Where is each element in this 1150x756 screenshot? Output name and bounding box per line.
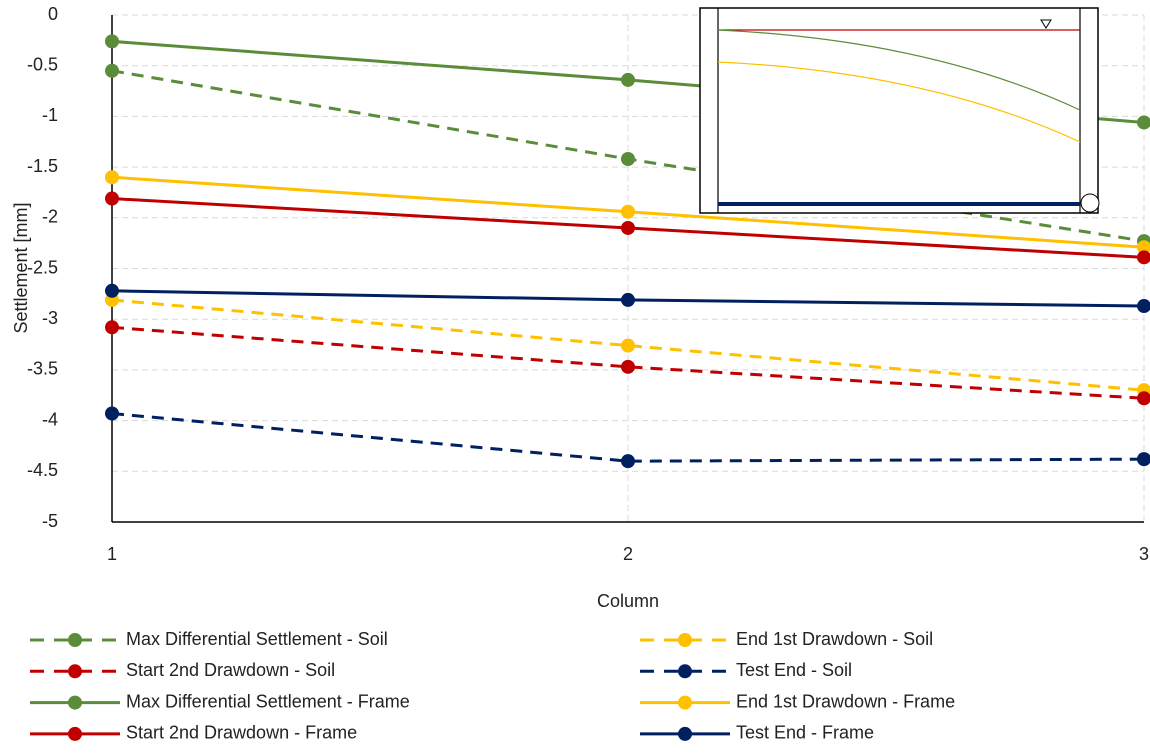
legend-marker xyxy=(68,633,82,647)
data-point xyxy=(1137,391,1150,406)
legend-marker xyxy=(678,695,692,710)
x-tick-label: 3 xyxy=(1139,544,1149,564)
data-point xyxy=(621,204,635,219)
data-point xyxy=(105,63,119,78)
data-point xyxy=(621,151,635,166)
data-point xyxy=(621,359,635,374)
y-tick-label: -3 xyxy=(42,308,58,328)
y-axis-title: Settlement [mm] xyxy=(11,202,31,333)
series-line xyxy=(111,325,1145,400)
data-point xyxy=(621,292,635,307)
inset-support xyxy=(1080,193,1100,213)
data-point xyxy=(1137,452,1150,467)
legend-marker xyxy=(68,726,82,741)
data-point xyxy=(105,34,119,49)
data-point xyxy=(621,72,635,87)
series-line xyxy=(111,412,1145,463)
legend-marker xyxy=(68,664,82,679)
y-tick-label: -2 xyxy=(42,207,58,227)
legend-label: Test End - Frame xyxy=(736,723,874,743)
y-tick-label: -0.5 xyxy=(27,54,58,74)
legend-label: Max Differential Settlement - Frame xyxy=(126,691,410,711)
y-tick-label: 0 xyxy=(48,4,58,24)
data-point xyxy=(1137,250,1150,265)
y-tick-label: -4 xyxy=(42,409,58,429)
x-tick-label: 2 xyxy=(623,544,633,564)
data-point xyxy=(1137,115,1150,130)
legend: Max Differential Settlement - Soil End 1s… xyxy=(30,629,955,743)
data-point xyxy=(105,320,119,335)
data-point xyxy=(621,338,635,353)
data-point xyxy=(105,170,119,185)
series-line xyxy=(111,298,1145,392)
y-tick-label: -5 xyxy=(42,511,58,531)
data-point xyxy=(621,220,635,235)
legend-marker xyxy=(678,633,692,647)
data-point xyxy=(1137,240,1150,255)
data-point xyxy=(105,191,119,206)
legend-marker xyxy=(68,695,82,710)
legend-label: Start 2nd Drawdown - Frame xyxy=(126,723,357,743)
legend-label: End 1st Drawdown - Soil xyxy=(736,629,933,649)
plot-area: 0 -0.5 -1 -1.5 -2 -2.5 -3 -3.5 -4 -4.5 -5 1 2 3 xyxy=(27,4,1150,564)
data-point xyxy=(105,283,119,298)
legend-label: Max Differential Settlement - Soil xyxy=(126,629,388,649)
x-tick-label: 1 xyxy=(107,544,117,564)
y-tick-label: -2.5 xyxy=(27,257,58,277)
y-tick-label: -1 xyxy=(42,105,58,125)
legend-label: Start 2nd Drawdown - Soil xyxy=(126,660,335,680)
inset-curve xyxy=(717,61,1081,143)
legend-marker xyxy=(678,664,692,679)
data-point xyxy=(621,454,635,469)
x-axis-title: Column xyxy=(597,591,659,611)
y-tick-label: -4.5 xyxy=(27,460,58,480)
inset-water-symbol xyxy=(1040,19,1052,29)
data-point xyxy=(1137,299,1150,314)
legend-marker xyxy=(678,726,692,741)
inset-frame xyxy=(699,7,1099,214)
y-tick-label: -1.5 xyxy=(27,156,58,176)
inset-diagram xyxy=(699,7,1100,214)
legend-label: Test End - Soil xyxy=(736,660,852,680)
data-point xyxy=(105,406,119,421)
inset-curve xyxy=(717,29,1081,111)
legend-label: End 1st Drawdown - Frame xyxy=(736,691,955,711)
y-tick-label: -3.5 xyxy=(27,359,58,379)
